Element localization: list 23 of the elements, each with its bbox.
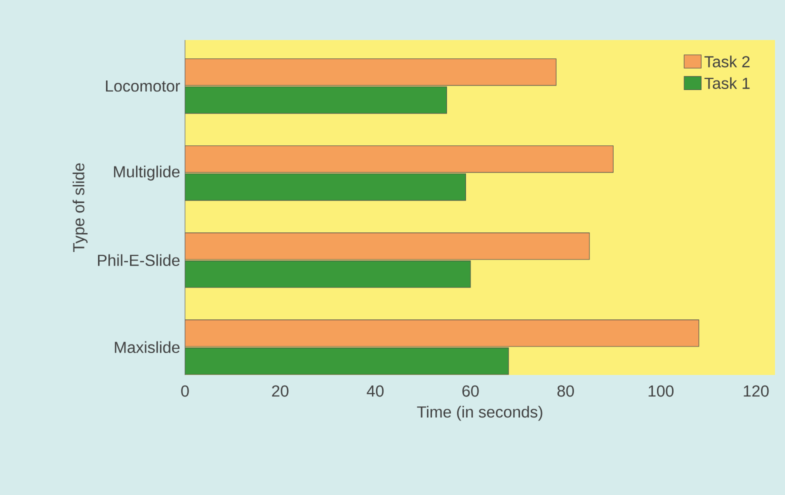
bar (185, 232, 590, 260)
x-tick-label: 120 (744, 385, 769, 397)
bar (185, 146, 614, 173)
legend-label: Task 1 (704, 77, 750, 89)
bar (185, 86, 447, 114)
y-axis-title: Type of slide (72, 163, 88, 252)
bar (185, 348, 509, 375)
bar (185, 174, 466, 201)
y-tick-label: Phil-E-Slide (98, 254, 180, 266)
y-tick-label: Maxislide (114, 341, 180, 354)
bar (185, 58, 556, 86)
bar (185, 320, 700, 347)
y-tick-label: Locomotor (106, 80, 180, 92)
x-tick-label: 60 (462, 385, 479, 397)
x-tick-label: 100 (648, 385, 674, 397)
x-tick-label: 80 (557, 385, 574, 397)
legend-label: Task 2 (704, 56, 750, 68)
bar (185, 260, 471, 288)
y-tick-label: Multiglide (114, 166, 180, 181)
x-axis-title: Time (in seconds) (417, 406, 542, 421)
x-tick-label: 20 (272, 385, 288, 397)
x-tick-label: 0 (181, 385, 189, 397)
x-tick-label: 40 (366, 385, 384, 397)
